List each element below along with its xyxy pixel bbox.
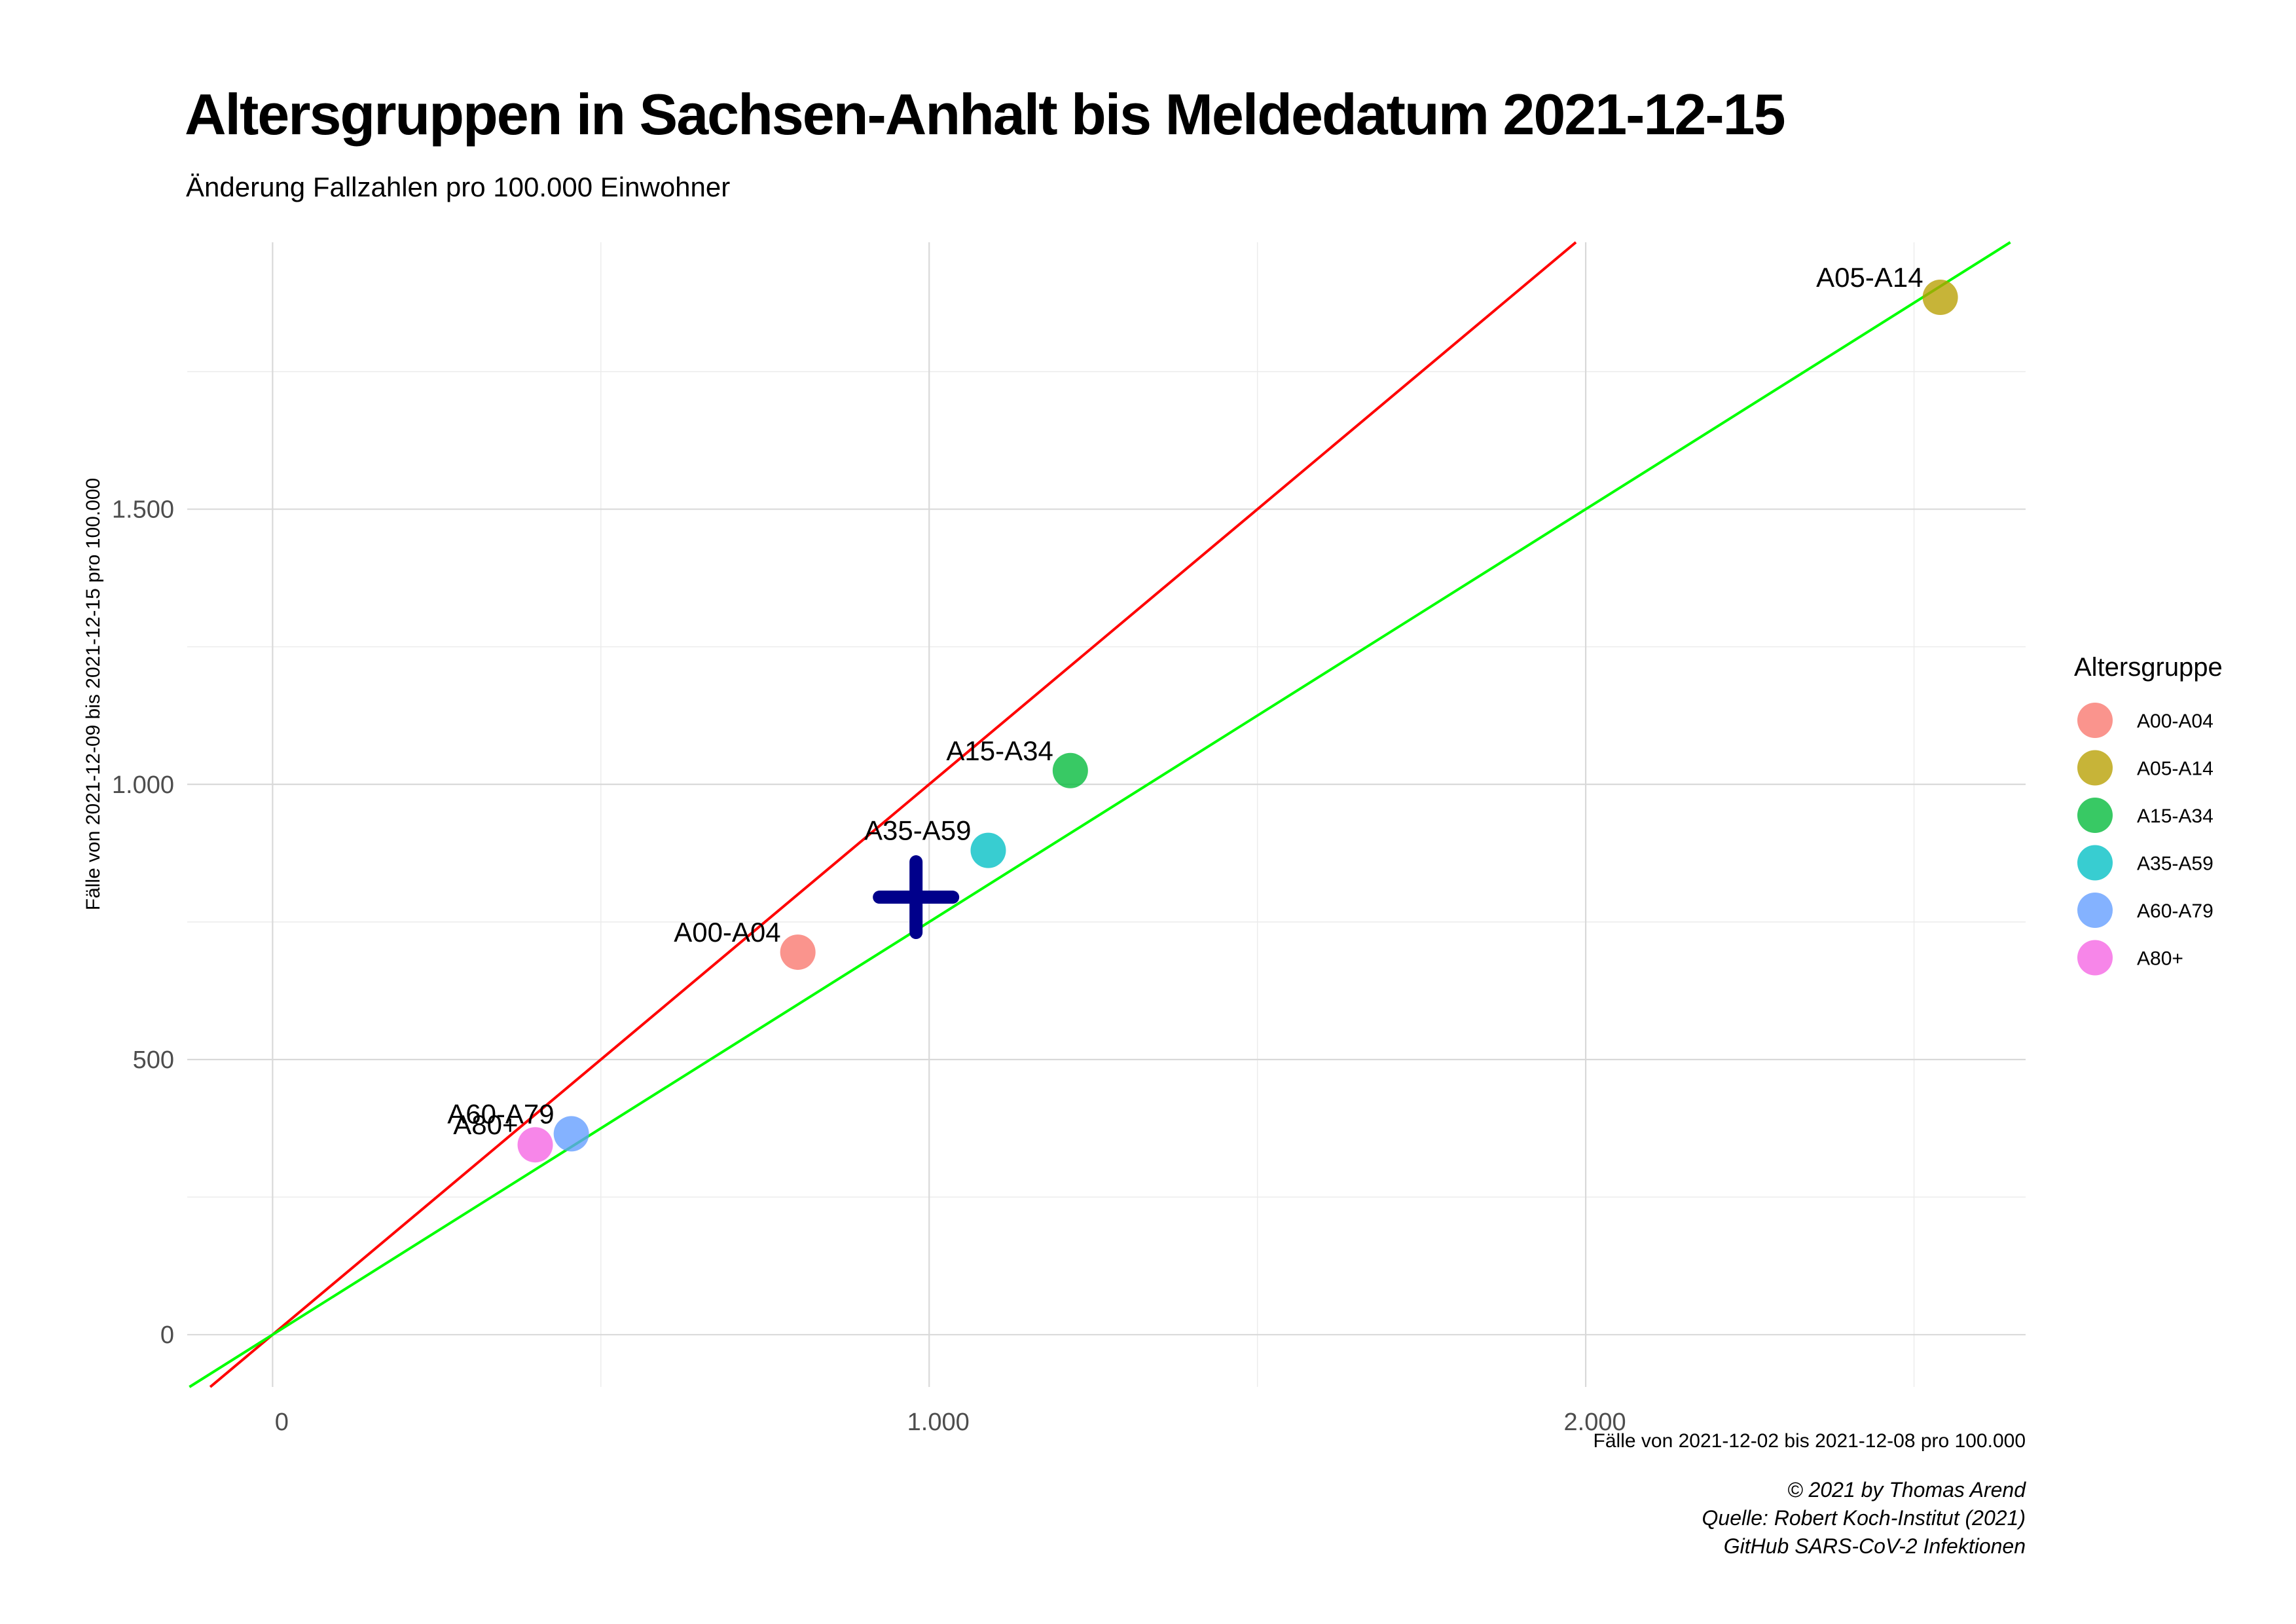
reference-line [209, 241, 1577, 1388]
x-axis-label: Fälle von 2021-12-02 bis 2021-12-08 pro … [1594, 1430, 2026, 1452]
mean-marker [873, 855, 960, 940]
legend-key-a60-a79 [2077, 893, 2113, 928]
x-tick-label: 2.000 [1564, 1409, 1626, 1436]
reference-line [189, 241, 2011, 1388]
y-axis-label: Fälle von 2021-12-09 bis 2021-12-15 pro … [82, 478, 104, 910]
legend-label-a35-a59: A35-A59 [2137, 853, 2214, 875]
y-tick-label: 1.500 [112, 496, 174, 524]
legend-key-a15-a34 [2077, 798, 2113, 833]
x-tick-label: 0 [275, 1409, 289, 1436]
data-label-a15-a34: A15-A34 [946, 735, 1053, 766]
data-points [517, 280, 1958, 1163]
caption-copyright: © 2021 by Thomas Arend [1787, 1478, 2026, 1502]
data-label-a00-a04: A00-A04 [674, 917, 780, 948]
legend-label-a00-a04: A00-A04 [2137, 710, 2214, 732]
legend-label-a05-a14: A05-A14 [2137, 758, 2214, 780]
data-point-a00-a04 [780, 934, 816, 970]
legend-label-a60-a79: A60-A79 [2137, 900, 2214, 922]
legend-key-a05-a14 [2077, 750, 2113, 786]
x-tick-label: 1.000 [907, 1409, 970, 1436]
tick-labels: 0 1.000 2.000 0 500 1.000 1.500 [112, 496, 1626, 1436]
data-label-a80+: A80+ [453, 1109, 518, 1140]
legend-key-a35-a59 [2077, 845, 2113, 881]
caption: © 2021 by Thomas Arend Quelle: Robert Ko… [1702, 1478, 2027, 1558]
chart-title: Altersgruppen in Sachsen-Anhalt bis Meld… [185, 82, 1785, 147]
chart-subtitle: Änderung Fallzahlen pro 100.000 Einwohne… [186, 172, 730, 202]
legend: Altersgruppe A00-A04 A05-A14 A15-A34 A35-A5… [2074, 653, 2223, 976]
legend-label-a15-a34: A15-A34 [2137, 805, 2214, 827]
data-point-a35-a59 [970, 832, 1006, 868]
legend-key-a00-a04 [2077, 703, 2113, 738]
caption-source: Quelle: Robert Koch-Institut (2021) [1702, 1506, 2026, 1530]
y-tick-label: 0 [160, 1321, 174, 1349]
data-label-a35-a59: A35-A59 [864, 815, 971, 846]
data-point-a60-a79 [553, 1116, 589, 1152]
legend-key-a80+ [2077, 940, 2113, 976]
data-point-a05-a14 [1922, 280, 1958, 316]
caption-github: GitHub SARS-CoV-2 Infektionen [1724, 1534, 2026, 1558]
reference-lines [189, 241, 2011, 1388]
grid-layer [187, 242, 2026, 1387]
legend-label-a80+: A80+ [2137, 948, 2183, 970]
legend-title: Altersgruppe [2074, 653, 2223, 682]
data-point-a80+ [517, 1127, 553, 1163]
data-point-a15-a34 [1052, 752, 1088, 788]
y-tick-label: 500 [133, 1046, 174, 1074]
data-label-a60-a79: A60-A79 [447, 1098, 554, 1129]
y-tick-label: 1.000 [112, 771, 174, 799]
data-label-a05-a14: A05-A14 [1816, 262, 1923, 293]
